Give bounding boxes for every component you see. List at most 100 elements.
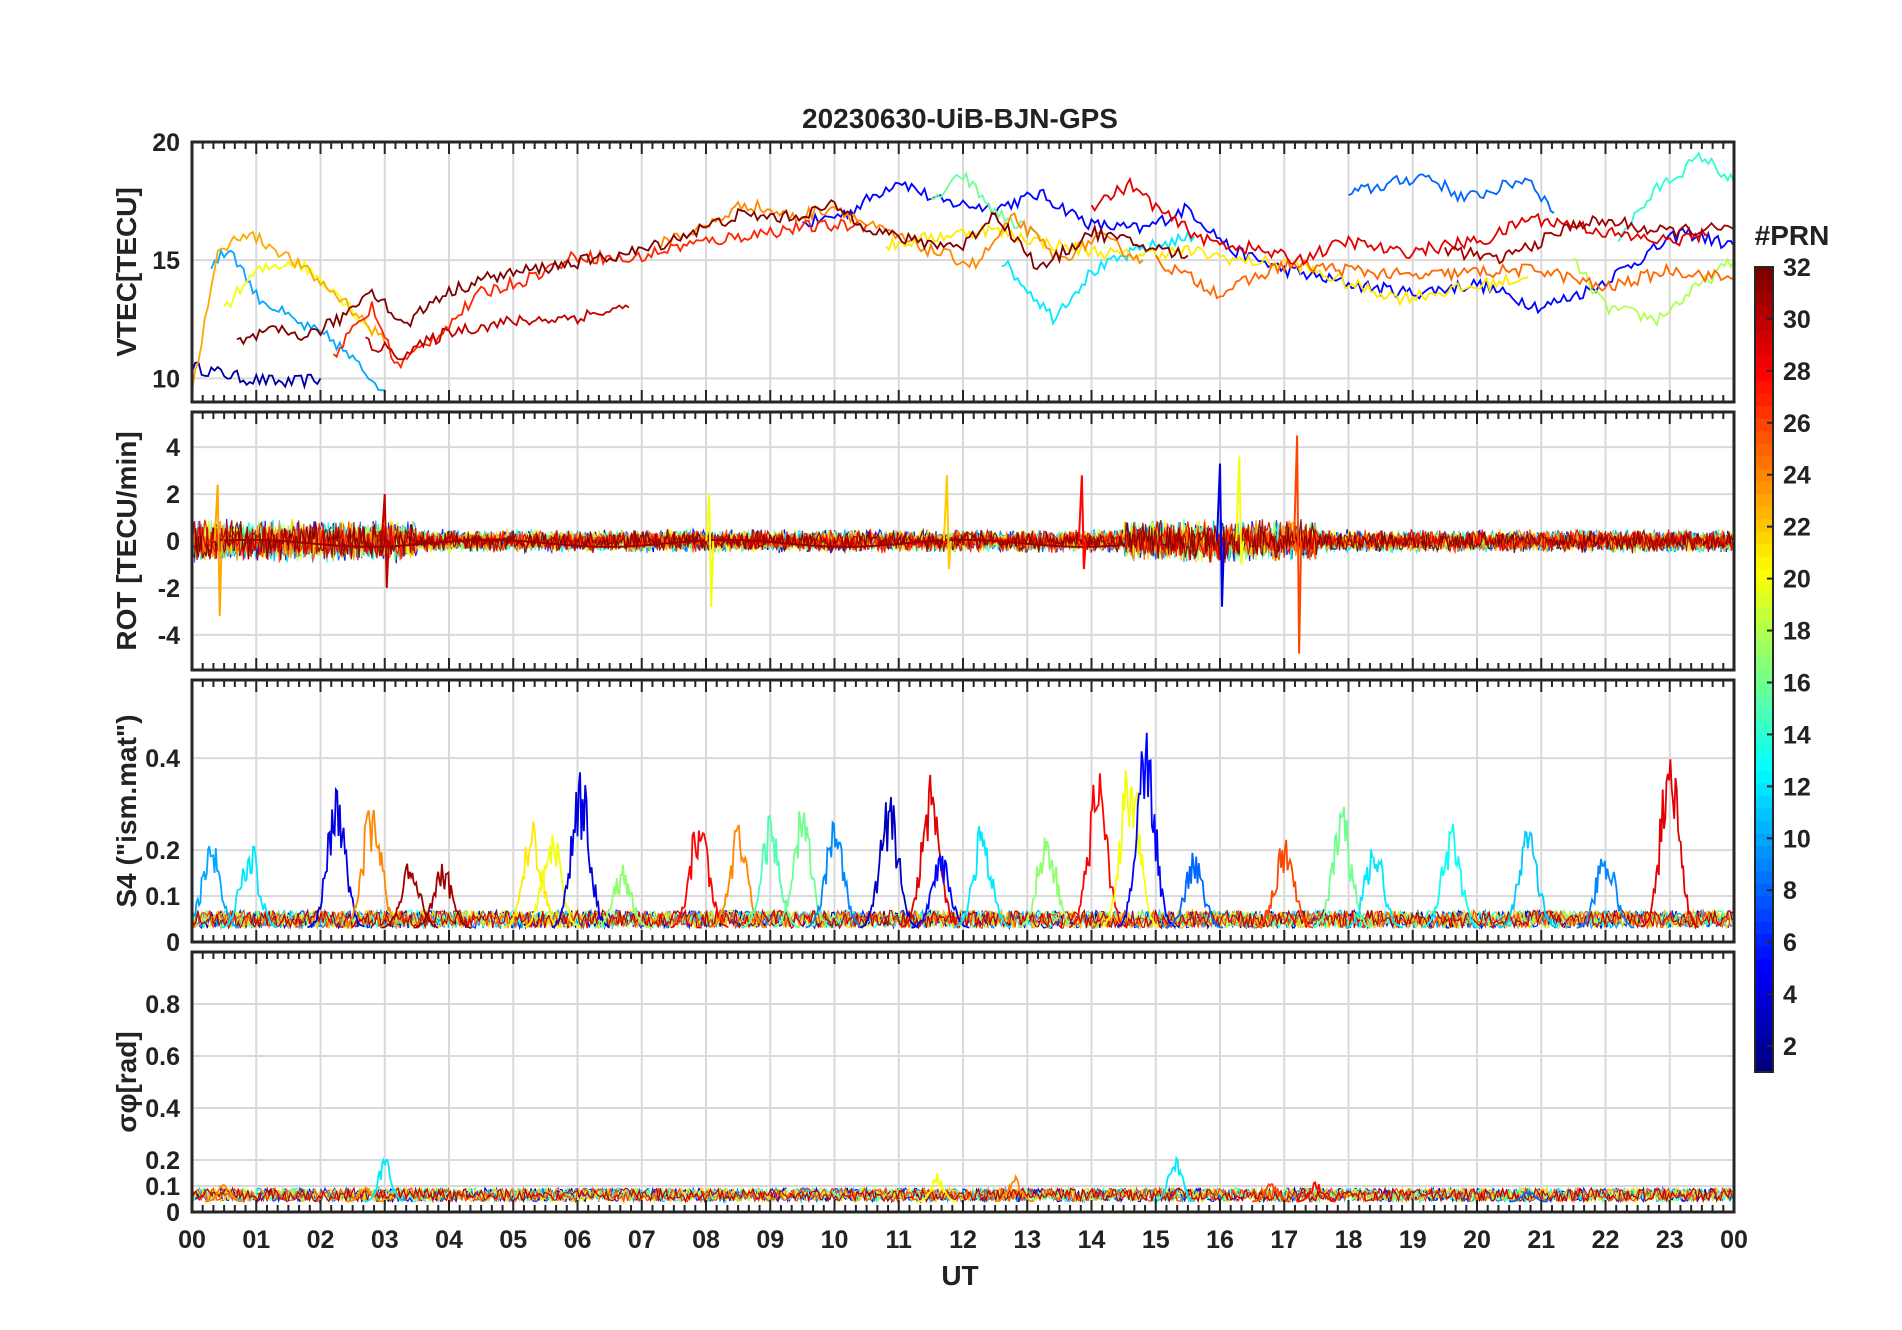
y-tick-label: 20 xyxy=(152,129,180,157)
colorbar-segment xyxy=(1755,744,1773,759)
series-prn-2 xyxy=(192,361,322,390)
x-tick-label: 03 xyxy=(371,1226,399,1254)
colorbar-tick-label: 14 xyxy=(1783,721,1811,749)
colorbar-tick-label: 2 xyxy=(1783,1033,1797,1061)
x-tick-label: 20 xyxy=(1463,1226,1491,1254)
series-group xyxy=(192,151,1734,392)
peak-prn-12 xyxy=(953,826,1012,929)
series-prn-5 xyxy=(802,180,1734,315)
panel-s4: 0 0.1 0.2 0.4 xyxy=(145,678,1736,957)
colorbar-segment xyxy=(1755,468,1773,482)
x-tick-label: 18 xyxy=(1335,1226,1363,1254)
colorbar-tick-label: 20 xyxy=(1783,566,1811,594)
colorbar-segment xyxy=(1755,682,1773,696)
peak-prn-5 xyxy=(1117,732,1176,928)
colorbar-segment xyxy=(1755,656,1773,671)
x-tick-label: 16 xyxy=(1206,1226,1234,1254)
y-tick-label: 0.2 xyxy=(145,1147,180,1175)
peak-prn-17 xyxy=(593,864,652,929)
series-prn-18 xyxy=(1572,257,1734,328)
colorbar-segment xyxy=(1755,568,1773,583)
series-prn-30 xyxy=(365,304,630,361)
rot-spike xyxy=(1216,463,1225,607)
x-tick-label: 22 xyxy=(1592,1226,1620,1254)
series-prn-24 xyxy=(660,198,1144,271)
colorbar-segment xyxy=(1755,606,1773,620)
chart-title: 20230630-UiB-BJN-GPS xyxy=(802,103,1118,134)
peak-prn-16 xyxy=(1312,806,1372,929)
y-tick-label: 4 xyxy=(166,434,180,462)
colorbar-segment xyxy=(1755,594,1773,608)
colorbar-segment xyxy=(1755,644,1773,658)
rot-spike xyxy=(213,484,223,617)
y-tick-label: 2 xyxy=(166,481,180,509)
colorbar-segment xyxy=(1755,870,1773,884)
series-prn-29 xyxy=(1090,176,1709,266)
x-tick-label: 06 xyxy=(564,1226,592,1254)
colorbar-segment xyxy=(1755,732,1773,746)
colorbar-segment xyxy=(1755,719,1773,733)
colorbar-segment xyxy=(1755,267,1773,281)
peak-prn-24 xyxy=(346,1186,384,1203)
y-tick-label: 0.8 xyxy=(145,991,180,1019)
colorbar-segment xyxy=(1755,455,1773,469)
colorbar-segment xyxy=(1755,707,1773,721)
y-tick-label: 0.4 xyxy=(145,1095,180,1123)
x-axis-label: UT xyxy=(941,1260,978,1291)
peak-prn-24 xyxy=(708,824,768,929)
peak-prn-9 xyxy=(805,820,864,929)
colorbar-frame xyxy=(1754,266,1774,1073)
peak-prn-20 xyxy=(522,834,581,929)
y-label-sigma-phi: σφ[rad] xyxy=(111,1031,142,1132)
colorbar-segment xyxy=(1755,694,1773,708)
colorbar-segment xyxy=(1755,946,1773,960)
colorbar-segment xyxy=(1755,770,1773,784)
y-tick-label: 0.4 xyxy=(145,745,180,773)
series-group xyxy=(192,1155,1733,1204)
x-tick-label: 02 xyxy=(307,1226,335,1254)
colorbar-tick-label: 26 xyxy=(1783,410,1811,438)
peak-prn-28 xyxy=(1068,773,1128,929)
x-tick-label: 00 xyxy=(178,1226,206,1254)
x-tick-label: 17 xyxy=(1270,1226,1298,1254)
y-tick-label: 15 xyxy=(152,247,180,275)
series-prn-16 xyxy=(930,170,1041,240)
rot-spike xyxy=(1293,435,1303,654)
x-tick-label: 04 xyxy=(435,1226,463,1254)
peak-prn-16 xyxy=(773,811,832,929)
colorbar-tick-label: 10 xyxy=(1783,825,1811,853)
y-tick-label: 0.2 xyxy=(145,837,180,865)
peak-prn-28 xyxy=(1296,1180,1336,1203)
colorbar-tick-label: 22 xyxy=(1783,514,1811,542)
colorbar-segment xyxy=(1755,279,1773,293)
colorbar-segment xyxy=(1755,757,1773,771)
x-tick-label: 14 xyxy=(1078,1226,1106,1254)
colorbar-segment xyxy=(1755,430,1773,444)
series-group xyxy=(192,732,1733,931)
colorbar-label: #PRN xyxy=(1755,220,1830,251)
y-tick-label: 0.6 xyxy=(145,1043,180,1071)
colorbar-segment xyxy=(1755,958,1773,972)
y-label-vtec: VTEC[TECU] xyxy=(111,187,142,357)
colorbar-segment xyxy=(1755,392,1773,406)
colorbar-segment xyxy=(1755,1009,1773,1023)
colorbar-tick-label: 8 xyxy=(1783,877,1797,905)
y-tick-label: 10 xyxy=(152,365,180,393)
colorbar-segment xyxy=(1755,983,1773,998)
peak-prn-13 xyxy=(1422,823,1481,929)
peak-prn-10 xyxy=(192,845,240,929)
peak-prn-31 xyxy=(381,863,439,929)
x-tick-label: 00 xyxy=(1720,1226,1748,1254)
colorbar-segment xyxy=(1755,782,1773,796)
colorbar-segment xyxy=(1755,996,1773,1010)
series-prn-8 xyxy=(1348,173,1555,214)
peak-prn-20 xyxy=(1100,770,1160,929)
x-tick-label: 05 xyxy=(499,1226,527,1254)
peak-prn-12 xyxy=(1155,1155,1195,1203)
peak-prn-3 xyxy=(860,797,919,929)
colorbar-segment xyxy=(1755,795,1773,809)
peak-prn-21 xyxy=(503,821,562,929)
x-tick-label: 10 xyxy=(821,1226,849,1254)
colorbar-segment xyxy=(1755,820,1773,834)
